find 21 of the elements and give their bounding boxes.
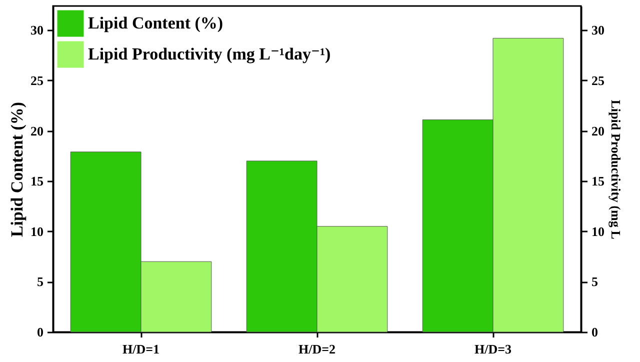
y2-tick-label: 15 xyxy=(592,174,605,189)
y2-tick-label: 10 xyxy=(592,224,604,239)
y-tick-label: 20 xyxy=(30,123,44,138)
y2-tick-label: 0 xyxy=(592,324,598,340)
y-tick-label: 25 xyxy=(30,72,44,88)
y2-tick-label: 20 xyxy=(592,123,604,138)
y2-tick-label: 5 xyxy=(592,274,598,290)
legend-label: Lipid Content (%) xyxy=(88,14,224,32)
y-tick-label: 10 xyxy=(30,224,44,239)
x-tick-label: H/D=3 xyxy=(474,342,512,356)
y-tick-label: 15 xyxy=(30,174,44,189)
y2-axis-title: Lipid Productivity (mg L xyxy=(608,100,624,240)
x-tick-label: H/D=2 xyxy=(298,342,336,356)
y2-tick-label: 25 xyxy=(592,72,605,88)
legend-label: Lipid Productivity (mg L⁻¹day⁻¹) xyxy=(88,44,331,64)
y2-tick-label: 30 xyxy=(592,22,604,38)
y-axis-title: Lipid Content (%) xyxy=(8,102,26,238)
y-tick-label: 30 xyxy=(30,22,44,38)
y-tick-label: 0 xyxy=(37,324,44,340)
x-tick-label: H/D=1 xyxy=(122,342,160,356)
y-tick-label: 5 xyxy=(37,274,44,290)
